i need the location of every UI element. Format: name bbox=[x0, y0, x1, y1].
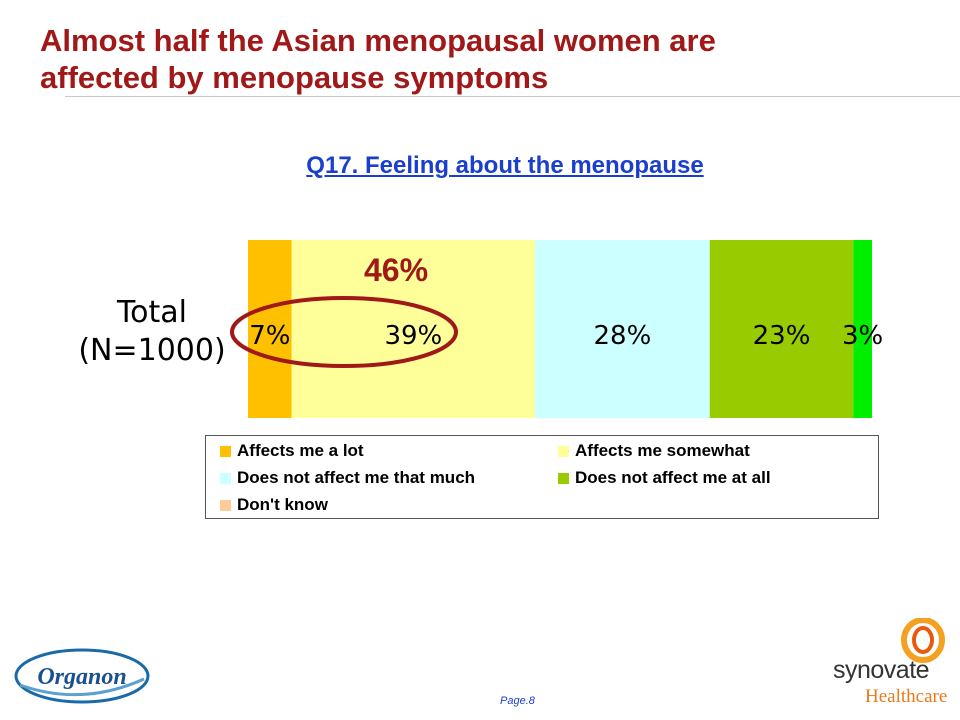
title-divider bbox=[65, 96, 960, 97]
category-label-line-1: Total bbox=[116, 295, 187, 330]
organon-logo: Organon bbox=[14, 648, 150, 704]
bar-segment-5 bbox=[853, 240, 872, 418]
data-label-4: 23% bbox=[753, 321, 811, 351]
legend-swatch-3 bbox=[220, 472, 231, 484]
bar-segment-3 bbox=[535, 240, 710, 418]
legend-label-1: Affects me a lot bbox=[237, 441, 364, 460]
legend-label-4: Does not affect me at all bbox=[575, 468, 771, 487]
legend-label-5: Don't know bbox=[237, 495, 328, 514]
synovate-logo-subtext: Healthcare bbox=[865, 686, 948, 707]
category-label-line-2: (N=1000) bbox=[78, 333, 225, 368]
page-number: Page.8 bbox=[500, 695, 535, 707]
organon-logo-text: Organon bbox=[37, 664, 126, 690]
synovate-logo-text: synovate bbox=[833, 656, 930, 684]
question-heading: Q17. Feeling about the menopause bbox=[306, 152, 704, 179]
legend-item-2: Affects me somewhat bbox=[558, 440, 750, 462]
legend-item-5: Don't know bbox=[220, 494, 328, 516]
synovate-logo: synovate Healthcare bbox=[825, 618, 955, 713]
data-label-5: 3% bbox=[842, 321, 883, 351]
bar-segment-4 bbox=[709, 240, 854, 418]
bar-segment-1 bbox=[248, 240, 292, 418]
legend-item-1: Affects me a lot bbox=[220, 440, 364, 462]
data-label-2: 39% bbox=[384, 321, 442, 351]
synovate-mark-icon bbox=[901, 618, 945, 663]
slide-title: Almost half the Asian menopausal women a… bbox=[40, 22, 940, 96]
data-label-1: 7% bbox=[249, 321, 290, 351]
data-label-3: 28% bbox=[594, 321, 652, 351]
legend-swatch-1 bbox=[220, 445, 231, 457]
legend-label-3: Does not affect me that much bbox=[237, 468, 476, 487]
legend-item-4: Does not affect me at all bbox=[558, 467, 771, 489]
bar-segment-2 bbox=[291, 240, 536, 418]
highlight-circle bbox=[230, 296, 458, 368]
stacked-bar-chart: 7% 39% 28% 23% 3% Total(N=1000) 46% bbox=[78, 240, 883, 418]
annotation-46-percent: 46% bbox=[364, 252, 428, 288]
legend-swatch-4 bbox=[558, 472, 569, 484]
legend-swatch-2 bbox=[558, 445, 569, 457]
chart-legend: Affects me a lot Affects me somewhat Does … bbox=[205, 435, 879, 519]
legend-item-3: Does not affect me that much bbox=[220, 467, 475, 489]
legend-label-2: Affects me somewhat bbox=[575, 441, 750, 460]
title-line-1: Almost half the Asian menopausal women a… bbox=[40, 23, 716, 58]
legend-swatch-5 bbox=[220, 499, 231, 511]
title-line-2: affected by menopause symptoms bbox=[40, 60, 549, 95]
